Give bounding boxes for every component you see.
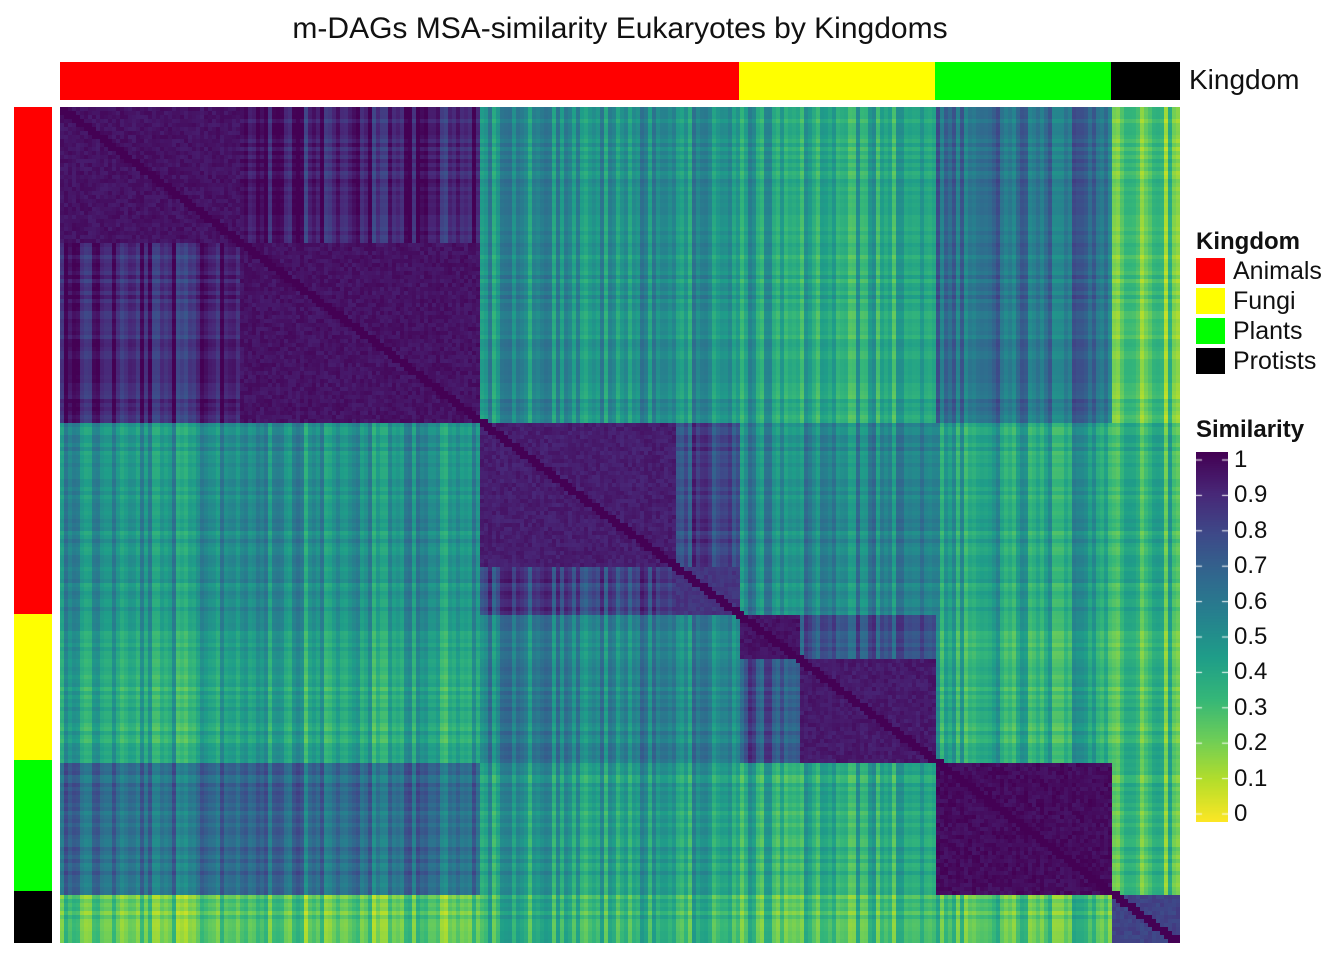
top-kingdom-annotation-bar xyxy=(60,62,1180,100)
legend-swatch-plants xyxy=(1196,318,1225,344)
left-annotation-protists xyxy=(14,891,52,943)
left-annotation-plants xyxy=(14,759,52,892)
annotation-label: Kingdom xyxy=(1189,64,1300,95)
left-annotation-animals xyxy=(14,107,52,614)
legend-swatch-animals xyxy=(1196,258,1225,284)
chart-title: m-DAGs MSA-similarity Eukaryotes by King… xyxy=(292,12,948,45)
colorbar-tick-label: 0.8 xyxy=(1234,516,1268,544)
top-annotation-fungi xyxy=(738,62,935,100)
colorbar-tick-label: 0.9 xyxy=(1234,481,1268,509)
similarity-legend-title: Similarity xyxy=(1196,416,1305,443)
top-annotation-animals xyxy=(60,62,739,100)
similarity-heatmap xyxy=(60,107,1180,943)
left-kingdom-annotation-bar xyxy=(14,107,52,943)
colorbar-tick-label: 0.3 xyxy=(1234,693,1268,721)
legend-item-animals: Animals xyxy=(1196,256,1322,286)
legend-label-animals: Animals xyxy=(1233,256,1322,285)
kingdom-legend-items: Animals Fungi Plants Protists xyxy=(1196,256,1322,376)
legend-label-plants: Plants xyxy=(1233,316,1303,345)
top-annotation-protists xyxy=(1110,62,1180,100)
colorbar-tick-label: 0.5 xyxy=(1234,623,1268,650)
similarity-colorbar xyxy=(1196,452,1228,822)
left-annotation-fungi xyxy=(14,613,52,760)
colorbar-tick-label: 0 xyxy=(1234,800,1248,827)
legend-item-protists: Protists xyxy=(1196,346,1322,376)
colorbar-tick-label: 0.7 xyxy=(1234,552,1268,580)
top-annotation-plants xyxy=(934,62,1111,100)
colorbar-tick-label: 0.2 xyxy=(1234,729,1268,757)
legend-label-fungi: Fungi xyxy=(1233,286,1296,315)
legend-label-protists: Protists xyxy=(1233,346,1317,375)
colorbar-tick-label: 0.1 xyxy=(1234,764,1268,792)
kingdom-legend: Kingdom Animals Fungi Plants Protists xyxy=(1196,228,1322,376)
legend-swatch-fungi xyxy=(1196,288,1225,314)
colorbar-tick-label: 1 xyxy=(1234,446,1248,473)
colorbar-tick-label: 0.6 xyxy=(1234,587,1268,615)
colorbar-tick-label: 0.4 xyxy=(1234,658,1268,686)
legend-item-fungi: Fungi xyxy=(1196,286,1322,316)
legend-swatch-protists xyxy=(1196,348,1225,374)
similarity-legend: Similarity xyxy=(1196,416,1304,444)
kingdom-legend-title: Kingdom xyxy=(1196,228,1300,255)
legend-item-plants: Plants xyxy=(1196,316,1322,346)
